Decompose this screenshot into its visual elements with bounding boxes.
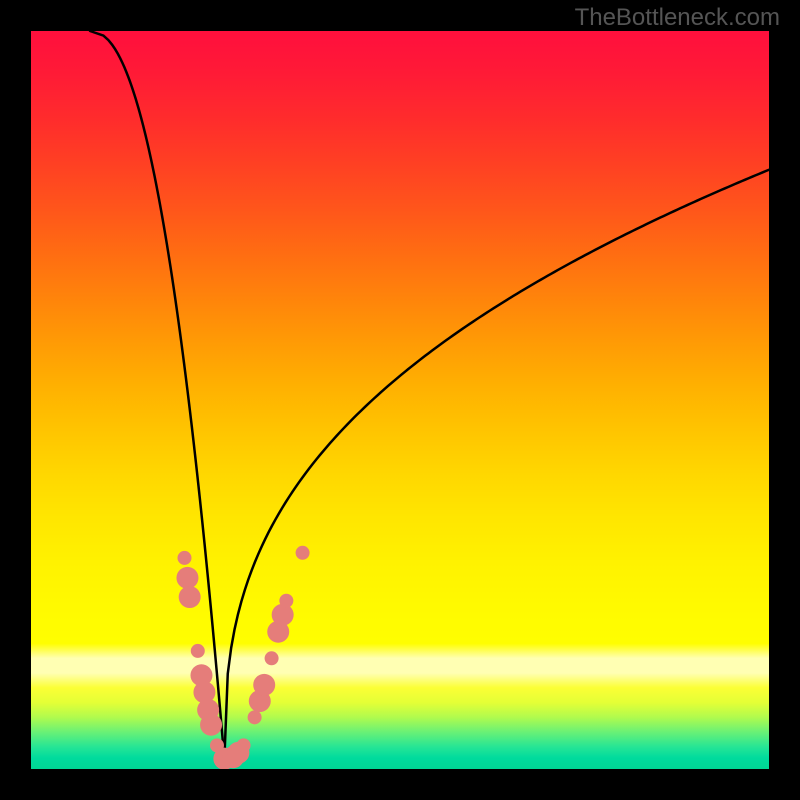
data-marker [296, 546, 310, 560]
data-marker [179, 586, 201, 608]
data-marker [178, 551, 192, 565]
data-marker [272, 604, 294, 626]
data-marker [176, 567, 198, 589]
data-marker [253, 674, 275, 696]
chart-container: TheBottleneck.com [0, 0, 800, 800]
data-marker [237, 738, 251, 752]
data-marker [200, 714, 222, 736]
data-marker [279, 594, 293, 608]
data-marker [191, 644, 205, 658]
chart-svg [0, 0, 800, 800]
plot-background [31, 31, 769, 769]
data-marker [265, 651, 279, 665]
data-marker [248, 710, 262, 724]
